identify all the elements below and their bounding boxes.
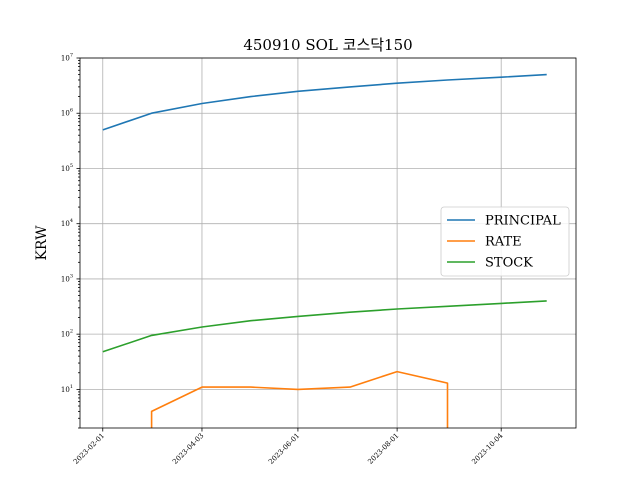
y-axis-label: KRW (34, 225, 50, 261)
legend-label: RATE (485, 235, 522, 250)
legend: PRINCIPAL RATE STOCK (440, 206, 570, 277)
series-line-rate (150, 370, 449, 428)
y-tick-label: 101 (61, 384, 73, 394)
legend-label: STOCK (485, 256, 533, 271)
y-tick-label: 104 (61, 218, 73, 228)
x-tick-label: 2023-08-01 (366, 432, 400, 466)
legend-label: PRINCIPAL (485, 214, 561, 229)
y-tick-label: 105 (61, 163, 73, 173)
legend-box (440, 206, 570, 277)
series-line-principal (102, 73, 547, 131)
axis-ticks: 101 102 103 104 105 106 107 2023-02-01 2023-04-0… (61, 53, 505, 466)
x-tick-label: 2023-10-04 (470, 431, 505, 466)
series-lines (102, 73, 547, 428)
y-tick-label: 106 (61, 108, 73, 118)
y-tick-label: 102 (61, 329, 73, 339)
chart-title: 450910 SOL 코스닥150 (243, 36, 412, 54)
x-tick-label: 2023-06-01 (267, 432, 301, 466)
x-tick-label: 2023-02-01 (72, 432, 106, 466)
plot-frame (79, 57, 577, 429)
x-tick-label: 2023-04-03 (171, 432, 205, 466)
y-tick-label: 103 (61, 273, 73, 283)
series-line-stock (102, 300, 547, 353)
y-tick-label: 107 (61, 53, 73, 63)
